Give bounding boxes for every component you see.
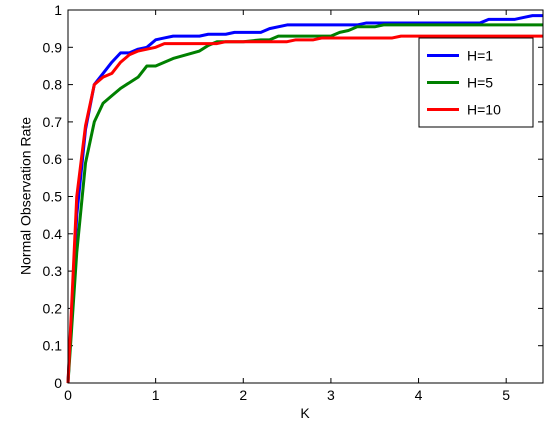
x-tick-label: 1 [152,387,160,403]
y-tick-label: 0.3 [43,263,63,279]
series-line [66,34,543,384]
legend-label: H=5 [467,75,493,91]
y-tick-label: 0.6 [43,151,63,167]
x-tick-label: 0 [64,387,72,403]
x-tick-label: 5 [502,387,510,403]
plot-frame [67,9,544,384]
y-tick-label: 0 [54,375,62,391]
x-tick-label: 2 [239,387,247,403]
y-tick-label: 0.1 [43,338,63,354]
y-tick-label: 0.9 [43,39,63,55]
y-tick-label: 0.5 [43,189,63,205]
y-axis-label: Normal Observation Rate [18,117,34,275]
series-line [66,23,543,384]
legend-label: H=1 [467,48,493,64]
x-axis-label: K [300,405,310,421]
y-tick-label: 0.8 [43,77,63,93]
y-tick-label: 0.2 [43,300,63,316]
y-tick-label: 0.7 [43,114,63,130]
x-tick-label: 3 [327,387,335,403]
y-tick-label: 0.4 [43,226,63,242]
series-line [66,14,543,384]
legend: H=1 H=5 H=10 [418,37,534,128]
legend-label: H=10 [467,102,501,118]
y-tick-label: 1 [54,2,62,18]
x-tick-label: 4 [415,387,423,403]
